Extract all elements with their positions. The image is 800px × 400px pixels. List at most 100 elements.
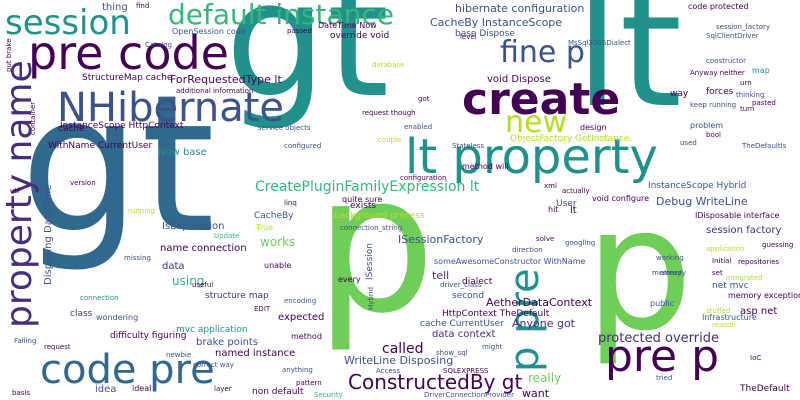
word-99: SqlClientDriver <box>706 32 759 40</box>
word-33: Debug WriteLine <box>656 195 748 208</box>
word-139: set <box>712 269 723 277</box>
word-153: constructor <box>706 57 747 65</box>
word-21: CacheBy InstanceScope <box>430 16 563 29</box>
word-50: class <box>70 309 93 319</box>
word-164: running <box>128 207 156 215</box>
word-28: base Dispose <box>455 29 515 39</box>
word-46: mvc application <box>176 325 248 335</box>
word-130: xml <box>544 182 557 190</box>
word-159: couple <box>378 136 402 144</box>
word-106: User <box>556 199 577 209</box>
word-45: structure map <box>205 291 269 301</box>
word-19: protected override <box>598 331 719 346</box>
word-142: reason <box>712 321 736 329</box>
word-157: bool <box>706 131 721 139</box>
word-62: called <box>382 341 424 357</box>
word-110: Update <box>214 232 240 240</box>
word-70: Disposing DateTime <box>43 184 54 285</box>
word-39: CacheBy <box>254 211 294 221</box>
word-98: session_factory <box>716 23 771 31</box>
word-78: request though <box>362 109 416 117</box>
word-136: already <box>660 269 687 277</box>
word-16: new <box>505 105 568 140</box>
word-44: using <box>172 274 205 288</box>
word-144: tried <box>656 374 673 382</box>
word-4: p <box>585 171 693 369</box>
word-31: override void <box>330 31 390 41</box>
word-133: solve <box>536 235 555 243</box>
word-140: integrated <box>726 274 763 282</box>
word-168: connection <box>80 294 119 302</box>
word-34: InstanceScope Hybrid <box>648 181 747 191</box>
word-158: used <box>680 139 697 147</box>
word-30: OpenSession code <box>172 27 246 36</box>
word-22: ForRequestedType lt <box>170 73 282 86</box>
word-24: InstanceScope HttpContext <box>60 121 184 131</box>
word-11: session <box>5 3 131 43</box>
word-147: EDIT <box>254 305 271 313</box>
word-113: encoding <box>284 297 317 305</box>
word-100: Stateless <box>452 142 485 150</box>
word-127: connection_string <box>340 224 403 232</box>
word-69: Infrastructure <box>702 313 757 322</box>
word-165: version <box>70 179 96 187</box>
word-95: TheDefault <box>740 384 790 394</box>
word-166: utf <box>10 187 20 195</box>
word-51: wondering <box>96 313 139 322</box>
word-36: IDisposable interface <box>695 211 780 220</box>
word-65: want <box>522 387 550 400</box>
word-92: Initial <box>712 257 732 265</box>
word-128: Hybrid <box>367 286 375 310</box>
word-52: expected <box>278 312 325 323</box>
word-81: additional information <box>176 87 254 95</box>
word-125: driver_class <box>440 281 482 289</box>
word-102: configuration <box>400 174 447 182</box>
word-10: default instance <box>168 0 395 31</box>
word-111: missing <box>124 254 151 262</box>
word-56: second <box>452 291 485 301</box>
word-18: CreatePluginFamilyExpression lt <box>255 179 480 195</box>
word-63: WriteLine Disposing <box>344 354 454 367</box>
word-121: Security <box>314 391 343 399</box>
word-29: DateTime Now <box>318 21 377 30</box>
word-108: hit <box>548 205 559 214</box>
word-109: True <box>256 223 273 232</box>
word-123: SQLEXPRESS <box>443 367 489 375</box>
word-103: void configure <box>592 194 650 203</box>
word-47: brake points <box>196 337 259 348</box>
word-160: enabled <box>404 123 433 131</box>
word-60: cache CurrentUser <box>420 319 504 329</box>
word-131: actually <box>562 187 590 195</box>
word-77: cache <box>58 124 85 134</box>
word-25: WithName CurrentUser <box>48 141 153 151</box>
word-112: useful <box>192 281 214 289</box>
word-71: background process <box>334 211 425 221</box>
word-90: TheDefaultIs <box>742 142 787 150</box>
word-135: memory <box>652 269 682 277</box>
word-143: IoC <box>750 354 762 362</box>
word-32: thing <box>102 2 128 13</box>
word-12: fine p <box>500 35 585 70</box>
word-126: every <box>338 275 361 284</box>
word-134: direction <box>512 246 543 254</box>
word-129: ISession <box>365 243 375 280</box>
word-85: forces <box>706 87 734 97</box>
word-120: newbie <box>166 351 192 359</box>
word-14: pre p <box>605 331 720 382</box>
word-53: someAwesomeConstructor WithName <box>434 257 586 266</box>
word-149: passed <box>287 27 312 35</box>
word-169: basis <box>12 389 30 397</box>
word-64: really <box>528 371 562 385</box>
word-97: put brake <box>5 38 13 72</box>
word-117: layer <box>214 385 232 393</box>
word-94: public <box>650 299 675 308</box>
word-107: lt <box>570 205 577 216</box>
word-75: ideal <box>132 384 152 393</box>
word-6: code pre <box>40 347 215 393</box>
word-27: void Dispose <box>487 74 551 85</box>
word-13: property name <box>0 60 40 328</box>
word-150: find <box>136 2 150 10</box>
word-7: lt property <box>405 129 658 185</box>
word-80: configured <box>284 142 322 150</box>
